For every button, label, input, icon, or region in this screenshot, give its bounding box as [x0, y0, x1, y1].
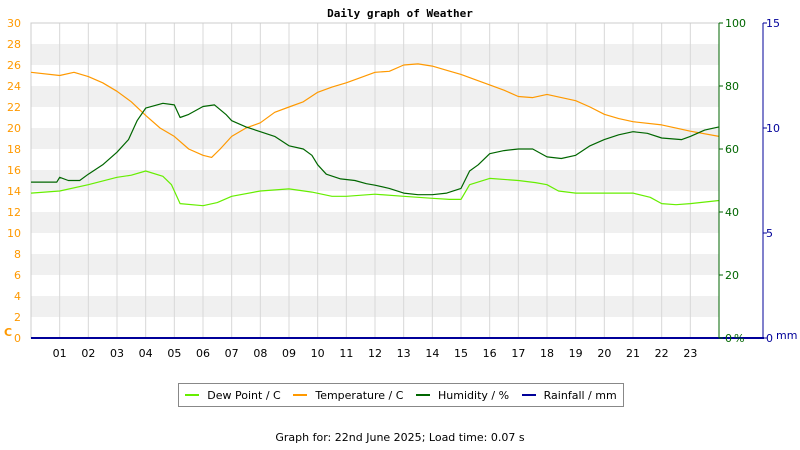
y-tick-temperature: 30 — [7, 17, 21, 30]
legend-swatch-dew-point — [185, 394, 200, 396]
legend-item-humidity: Humidity / % — [416, 389, 509, 402]
y-unit-rainfall: mm — [776, 329, 797, 342]
x-tick-label: 14 — [425, 347, 439, 360]
x-tick-label: 07 — [225, 347, 239, 360]
y-tick-rainfall: 15 — [766, 17, 780, 30]
legend-swatch-temperature — [293, 394, 308, 396]
y-tick-rainfall: 5 — [766, 227, 773, 240]
x-tick-label: 10 — [311, 347, 325, 360]
x-tick-label: 15 — [454, 347, 468, 360]
legend-swatch-rainfall — [521, 394, 536, 396]
x-tick-label: 04 — [139, 347, 153, 360]
legend-label-rainfall: Rainfall / mm — [543, 388, 617, 402]
y-tick-temperature: 8 — [14, 248, 21, 261]
y-tick-humidity: 80 — [725, 80, 739, 93]
x-tick-label: 20 — [597, 347, 611, 360]
y-tick-temperature: 10 — [7, 227, 21, 240]
footer-status: Graph for: 22nd June 2025; Load time: 0.… — [275, 431, 525, 444]
x-tick-label: 21 — [626, 347, 640, 360]
y-tick-temperature: 26 — [7, 59, 21, 72]
x-tick-label: 18 — [540, 347, 554, 360]
y-tick-temperature: 18 — [7, 143, 21, 156]
series-line-dew — [30, 170, 720, 207]
legend-label-humidity: Humidity / % — [438, 388, 510, 402]
footer-load-label: Load time: — [428, 431, 488, 444]
x-tick-label: 19 — [569, 347, 583, 360]
legend-label-temperature: Temperature / C — [315, 388, 404, 402]
footer-date: 22nd June 2025 — [334, 431, 422, 444]
y-tick-temperature: 6 — [14, 269, 21, 282]
y-tick-rainfall: 0 — [766, 332, 773, 345]
series-line-temperature — [30, 63, 720, 158]
series-line-humidity — [31, 102, 720, 196]
y-tick-temperature: 20 — [7, 122, 21, 135]
y-tick-temperature: 0 — [14, 332, 21, 345]
y-tick-temperature: 4 — [14, 290, 21, 303]
x-tick-label: 12 — [368, 347, 382, 360]
x-tick-label: 22 — [655, 347, 669, 360]
y-tick-temperature: 12 — [7, 206, 21, 219]
x-tick-label: 23 — [683, 347, 697, 360]
x-tick-label: 11 — [339, 347, 353, 360]
legend-label-dew-point: Dew Point / C — [207, 388, 281, 402]
y-tick-temperature: 28 — [7, 38, 21, 51]
y-tick-rainfall: 10 — [766, 122, 780, 135]
x-tick-label: 09 — [282, 347, 296, 360]
y-tick-humidity: 60 — [725, 143, 739, 156]
y-tick-temperature: 2 — [14, 311, 21, 324]
legend-item-temperature: Temperature / C — [293, 389, 403, 402]
y-tick-humidity: 20 — [725, 269, 739, 282]
legend-swatch-humidity — [416, 394, 431, 396]
x-tick-label: 13 — [397, 347, 411, 360]
x-tick-label: 03 — [110, 347, 124, 360]
x-tick-label: 16 — [483, 347, 497, 360]
footer-load-value: 0.07 s — [490, 431, 525, 444]
y-tick-humidity: 40 — [725, 206, 739, 219]
y-tick-temperature: 14 — [7, 185, 21, 198]
x-tick-label: 17 — [511, 347, 525, 360]
legend-item-dew-point: Dew Point / C — [185, 388, 281, 402]
x-tick-label: 05 — [167, 347, 181, 360]
chart-legend: Dew Point / C Temperature / C Humidity /… — [178, 383, 624, 407]
y-unit-temperature: C — [4, 326, 12, 339]
legend-item-rainfall: Rainfall / mm — [521, 388, 617, 402]
x-tick-label: 02 — [81, 347, 95, 360]
y-tick-temperature: 22 — [7, 101, 21, 114]
y-tick-temperature: 24 — [7, 80, 21, 93]
x-tick-label: 06 — [196, 347, 210, 360]
x-tick-label: 01 — [53, 347, 67, 360]
footer-prefix: Graph for: — [275, 431, 332, 444]
x-tick-label: 08 — [253, 347, 267, 360]
axes-layer: 01 02 03 04 05 06 07 08 09 10 11 12 13 14 15 16 17 18 19 20… — [4, 17, 797, 360]
y-tick-humidity: 0 — [725, 332, 732, 345]
chart-title: Daily graph of Weather — [327, 7, 473, 20]
y-tick-temperature: 16 — [7, 164, 21, 177]
y-unit-humidity: % — [734, 332, 744, 345]
y-tick-humidity: 100 — [725, 17, 746, 30]
